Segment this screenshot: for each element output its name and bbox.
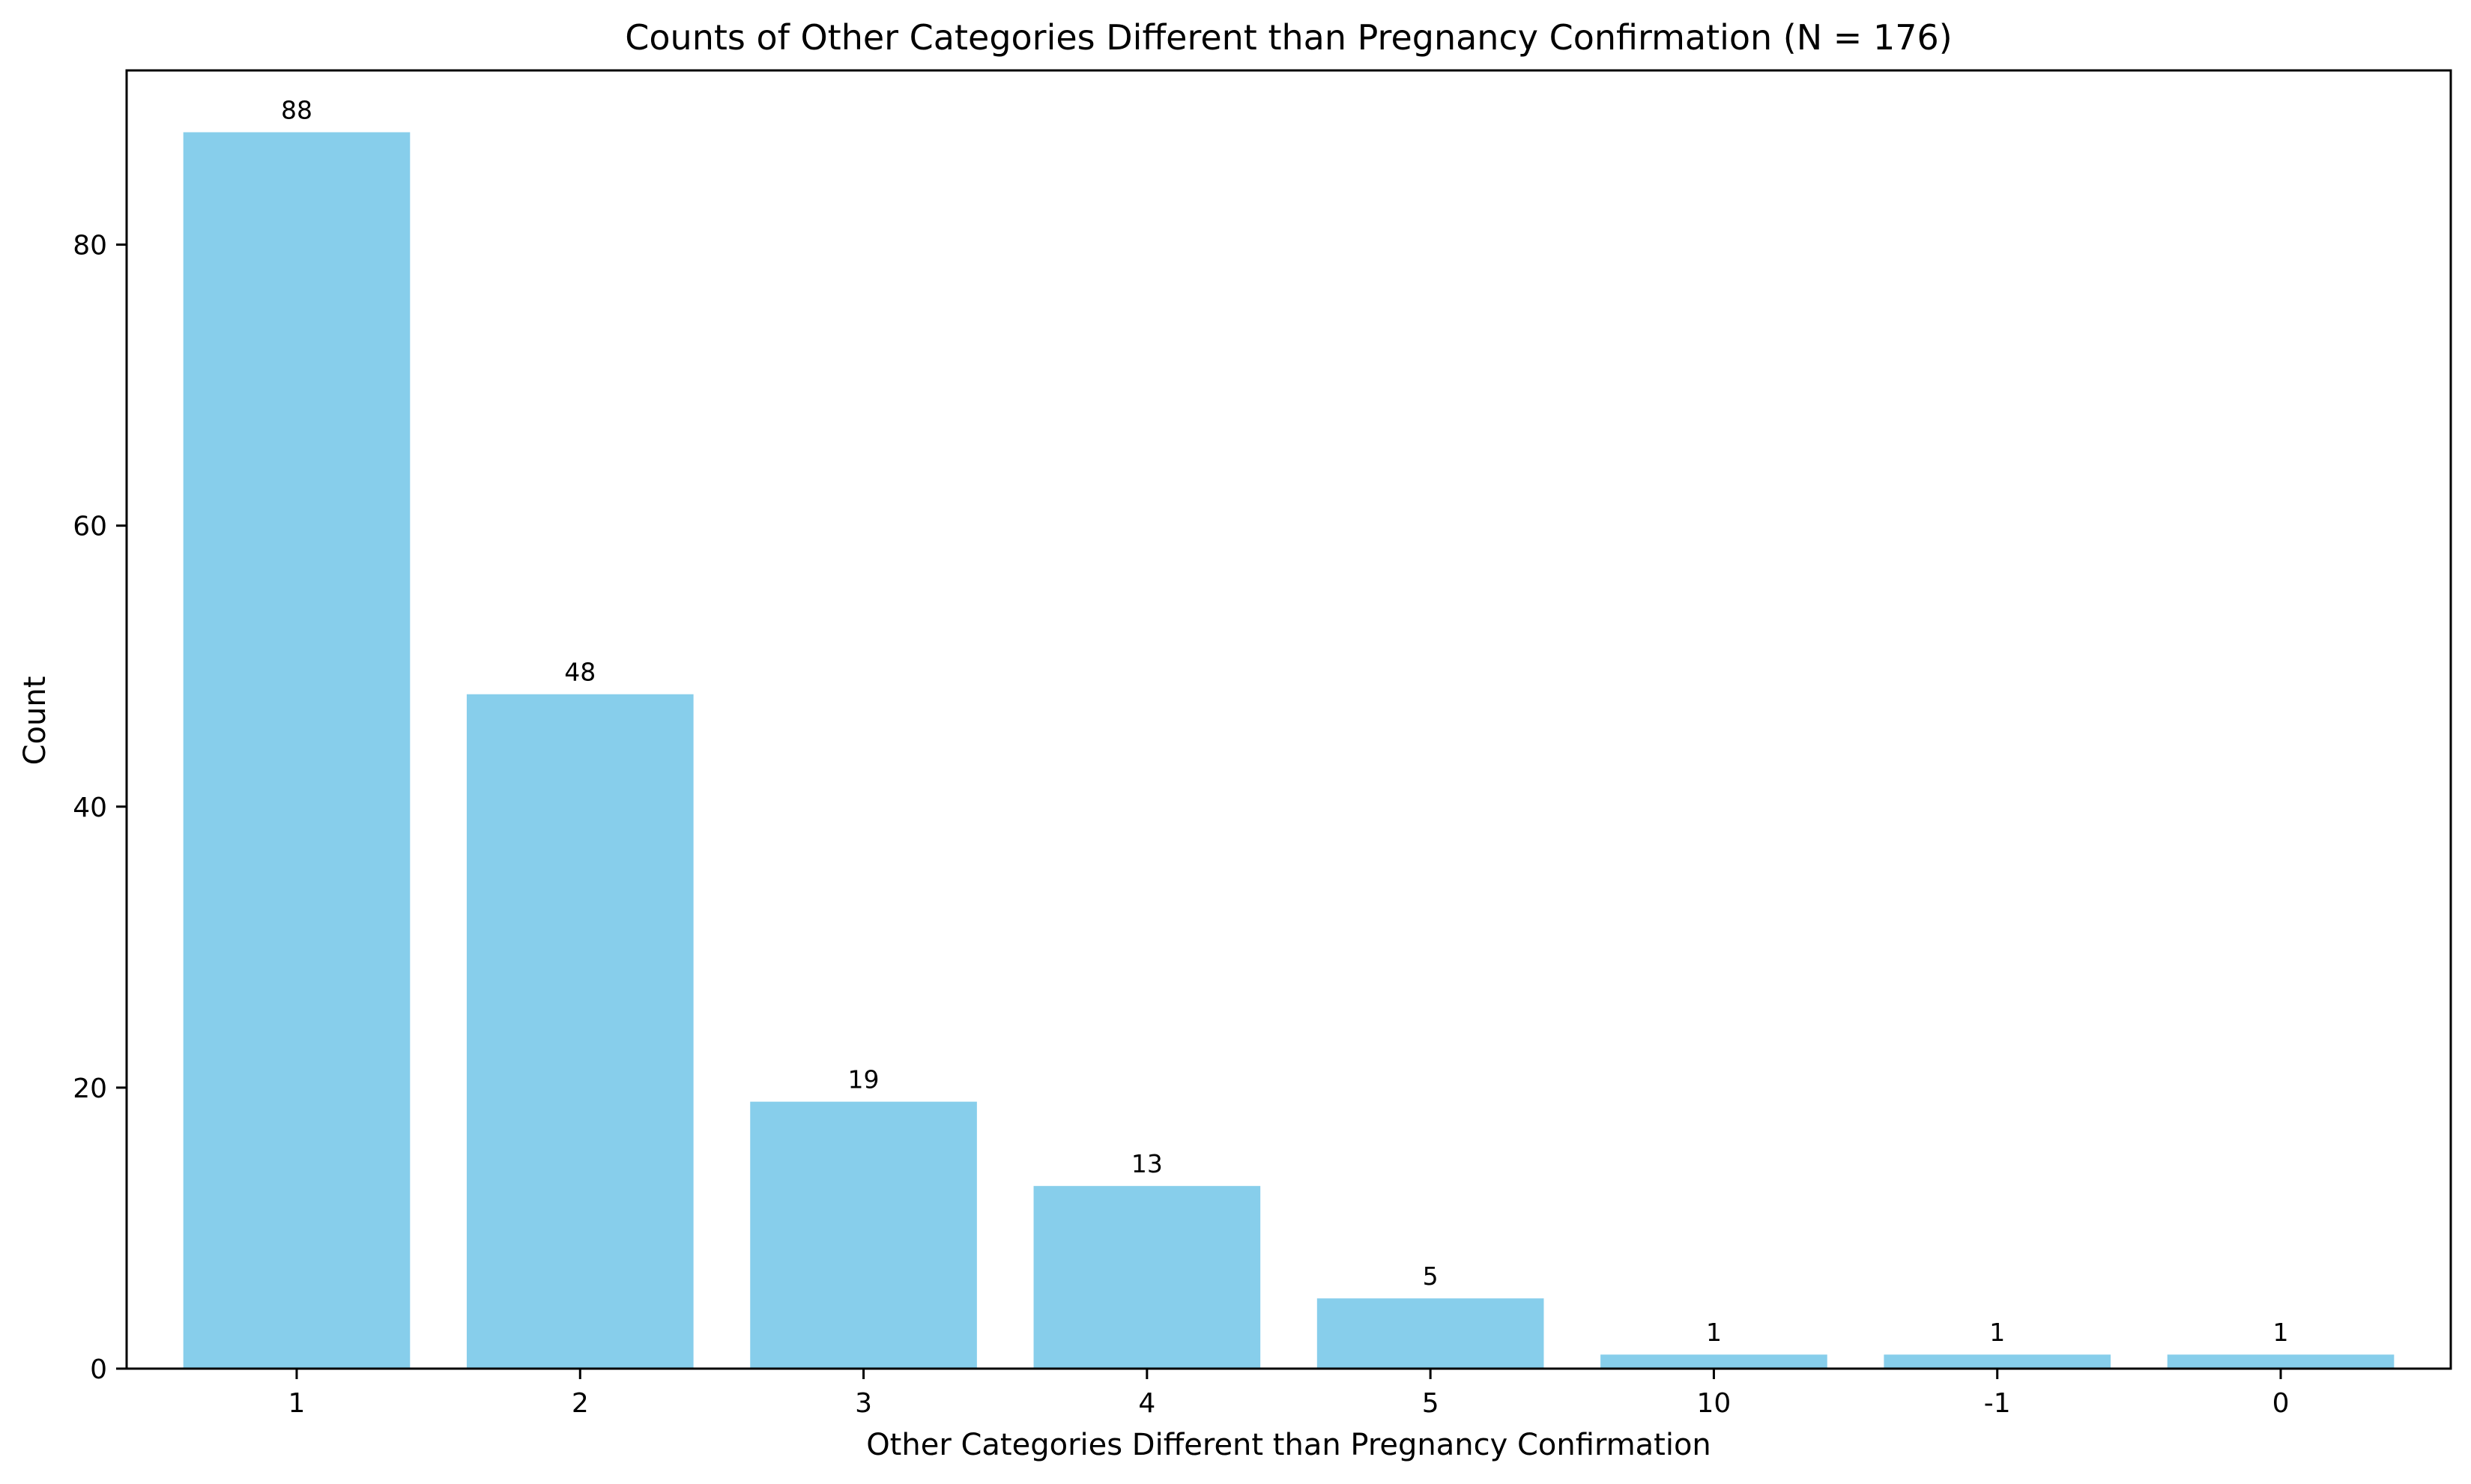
bar-10 [1600, 1354, 1827, 1369]
bar-0 [2167, 1354, 2395, 1369]
data-label-4: 13 [1131, 1149, 1163, 1178]
bar-1 [183, 132, 411, 1369]
plot-area: 88 48 19 13 5 1 1 1 [183, 96, 2395, 1369]
y-tick-label: 0 [90, 1354, 107, 1385]
data-label-1: 88 [281, 96, 312, 125]
data-label-0: 1 [2273, 1318, 2289, 1347]
bar-4 [1033, 1186, 1261, 1369]
chart-title: Counts of Other Categories Different tha… [625, 17, 1952, 58]
x-tick-label: 2 [572, 1388, 589, 1419]
data-label--1: 1 [1989, 1318, 2005, 1347]
data-label-2: 48 [564, 658, 596, 687]
y-tick-label: 20 [73, 1073, 107, 1104]
bar-3 [750, 1101, 977, 1369]
x-tick-label: 10 [1697, 1388, 1731, 1419]
x-axis: 1 2 3 4 5 10 -1 0 [288, 1369, 2290, 1419]
bar-5 [1316, 1298, 1544, 1369]
y-tick-label: 40 [73, 793, 107, 823]
x-tick-label: -1 [1984, 1388, 2011, 1419]
y-axis: 0 20 40 60 80 [73, 231, 127, 1385]
bar-2 [466, 694, 694, 1369]
y-axis-label: Count [18, 676, 52, 766]
data-label-10: 1 [1706, 1318, 1722, 1347]
x-tick-label: 5 [1422, 1388, 1439, 1419]
x-tick-label: 0 [2272, 1388, 2290, 1419]
plot-frame [125, 69, 2452, 1370]
y-tick-label: 60 [73, 512, 107, 542]
x-tick-label: 3 [855, 1388, 872, 1419]
x-tick-label: 4 [1138, 1388, 1155, 1419]
data-label-3: 19 [848, 1065, 880, 1094]
y-tick-label: 80 [73, 231, 107, 261]
x-tick-label: 1 [288, 1388, 306, 1419]
data-label-5: 5 [1423, 1262, 1439, 1291]
bar--1 [1884, 1354, 2111, 1369]
x-axis-label: Other Categories Different than Pregnanc… [866, 1428, 1711, 1462]
